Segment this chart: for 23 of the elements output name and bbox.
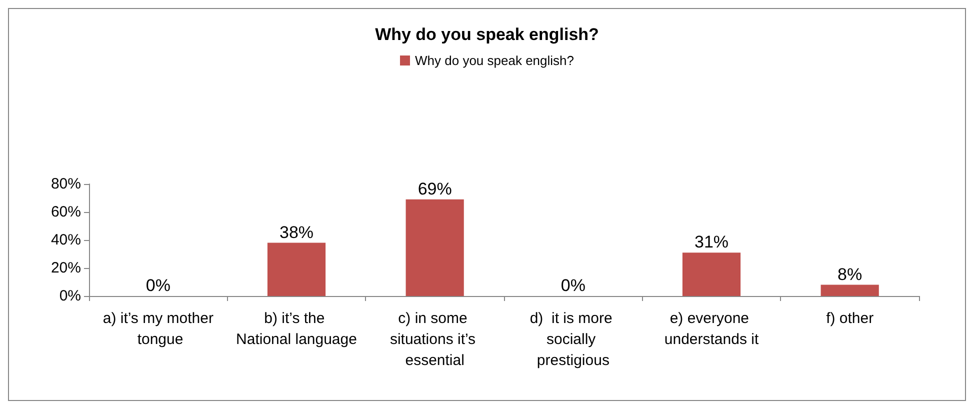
bar [406, 199, 464, 296]
legend-label: Why do you speak english? [415, 53, 574, 68]
x-tick-label: e) everyone understands it [664, 310, 760, 348]
x-tick-label: c) in some situations it’s essential [390, 310, 480, 369]
data-label: 0% [560, 276, 586, 295]
y-tick-label: 40% [50, 232, 81, 248]
bar [267, 242, 326, 296]
x-tick-label: d) it is more socially prestigious [530, 310, 617, 369]
data-label: 8% [838, 264, 862, 284]
x-tick-label: f) other [826, 310, 874, 327]
chart-title: Why do you speak english? [375, 25, 599, 44]
x-tick-label: a) it’s my mother tongue [102, 310, 214, 348]
bar [820, 284, 879, 296]
data-label: 69% [418, 179, 452, 198]
data-label: 31% [694, 232, 729, 252]
data-label: 38% [279, 222, 314, 242]
bar [682, 252, 741, 296]
y-tick-label: 60% [50, 204, 81, 220]
y-tick-label: 20% [50, 260, 81, 276]
y-tick-label: 80% [50, 176, 81, 192]
data-label: 0% [146, 276, 170, 295]
y-tick-label: 0% [59, 288, 81, 304]
x-tick-label: b) it’s the National language [236, 310, 357, 348]
